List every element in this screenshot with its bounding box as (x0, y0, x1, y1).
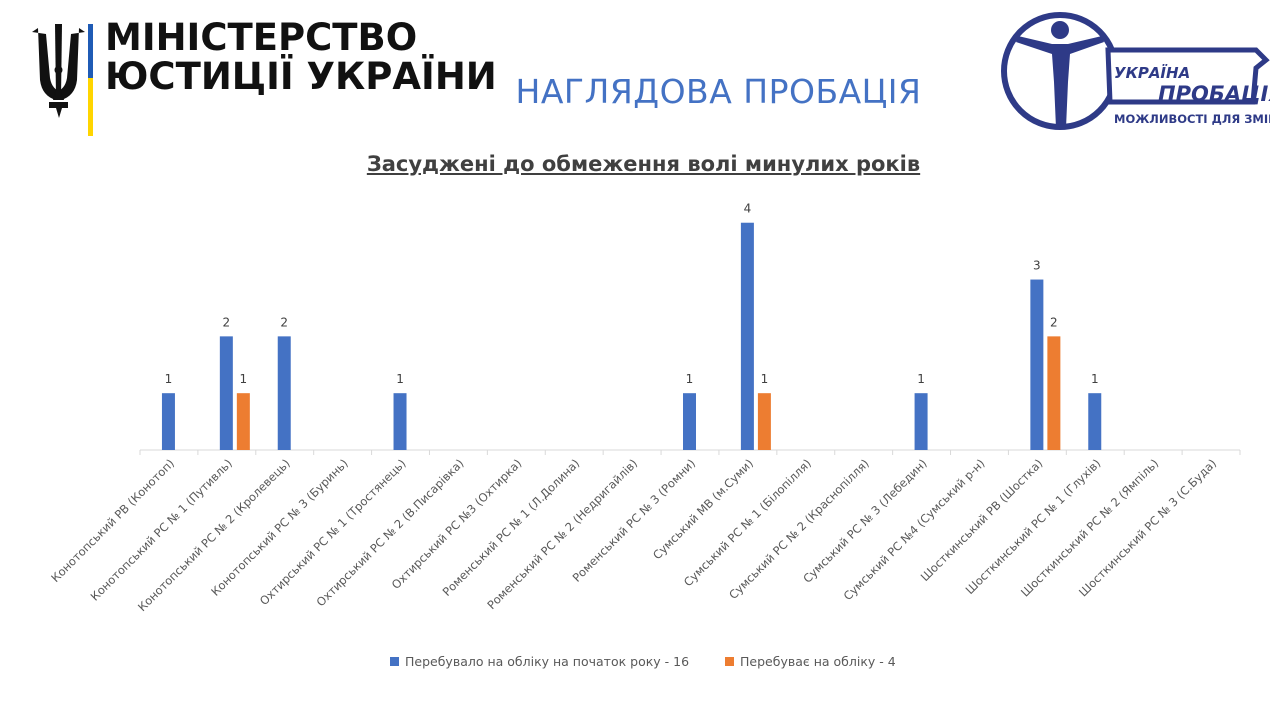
data-label-series-1: 1 (917, 372, 925, 386)
legend-swatch-series-1 (390, 657, 399, 666)
legend-label-series-1: Перебувало на обліку на початок року - 1… (405, 654, 690, 669)
bar-series-1 (277, 336, 291, 450)
data-label-series-2: 1 (761, 372, 769, 386)
bar-series-2 (236, 393, 250, 450)
x-tick-label: Сумський РС № 1 (Білопілля) (681, 456, 814, 589)
bar-series-1 (219, 336, 233, 450)
legend-item-series-1: Перебувало на обліку на початок року - 1… (390, 654, 689, 669)
x-tick-label: Сумський МВ (м.Суми) (650, 456, 756, 562)
bar-series-1 (914, 393, 928, 450)
page-title: НАГЛЯДОВА ПРОБАЦІЯ (515, 72, 922, 111)
bar-series-1 (1088, 393, 1102, 450)
bar-series-1 (740, 222, 754, 450)
chart-legend: Перебувало на обліку на початок року - 1… (390, 654, 932, 669)
legend-swatch-series-2 (725, 657, 735, 666)
data-label-series-1: 1 (165, 372, 173, 386)
data-label-series-2: 2 (1050, 315, 1058, 329)
x-tick-label: Роменський РС № 3 (Ромни) (570, 456, 698, 584)
ministry-logo (26, 20, 426, 140)
data-label-series-1: 2 (280, 315, 288, 329)
legend-label-series-2: Перебуває на обліку - 4 (740, 654, 896, 669)
legend-item-series-2: Перебуває на обліку - 4 (725, 654, 896, 669)
x-tick-label: Шосткинський РВ (Шостка) (918, 456, 1046, 584)
bar-series-1 (1030, 279, 1044, 450)
data-label-series-1: 1 (396, 372, 404, 386)
bar-series-1 (683, 393, 696, 450)
data-label-series-1: 1 (1091, 372, 1099, 386)
chart-title: Засуджені до обмеження волі минулих рокі… (366, 152, 921, 176)
probation-logo-word-2: ПРОБАЦІЯ (1158, 82, 1270, 106)
x-tick-label: Конотопський РВ (Конотоп) (48, 456, 177, 585)
probation-logo-tagline: МОЖЛИВОСТІ ДЛЯ ЗМІН (1114, 112, 1270, 126)
ministry-name-line-1: МІНІСТЕРСТВО (105, 16, 418, 59)
bar-series-2 (1047, 336, 1061, 450)
data-label-series-2: 1 (240, 372, 248, 386)
bar-series-1 (161, 393, 175, 450)
flag-yellow-bar (88, 78, 93, 136)
bar-series-1 (393, 393, 407, 450)
probation-emblem-icon: УКРАЇНА ПРОБАЦІЯ МОЖЛИВОСТІ ДЛЯ ЗМІН (1001, 12, 1280, 130)
bar-series-2 (757, 393, 771, 450)
data-label-series-1: 2 (223, 315, 231, 329)
probation-logo: УКРАЇНА ПРОБАЦІЯ МОЖЛИВОСТІ ДЛЯ ЗМІН (998, 6, 1280, 136)
flag-blue-bar (88, 24, 93, 78)
data-label-series-1: 3 (1033, 259, 1041, 273)
data-label-series-1: 4 (744, 202, 752, 216)
trident-emblem-icon (32, 24, 93, 136)
ministry-name-line-2: ЮСТИЦІЇ УКРАЇНИ (105, 55, 497, 98)
probation-logo-word-1: УКРАЇНА (1114, 63, 1190, 82)
x-tick-label: Сумський РС № 3 (Лебедин) (800, 456, 930, 586)
data-label-series-1: 1 (686, 372, 694, 386)
